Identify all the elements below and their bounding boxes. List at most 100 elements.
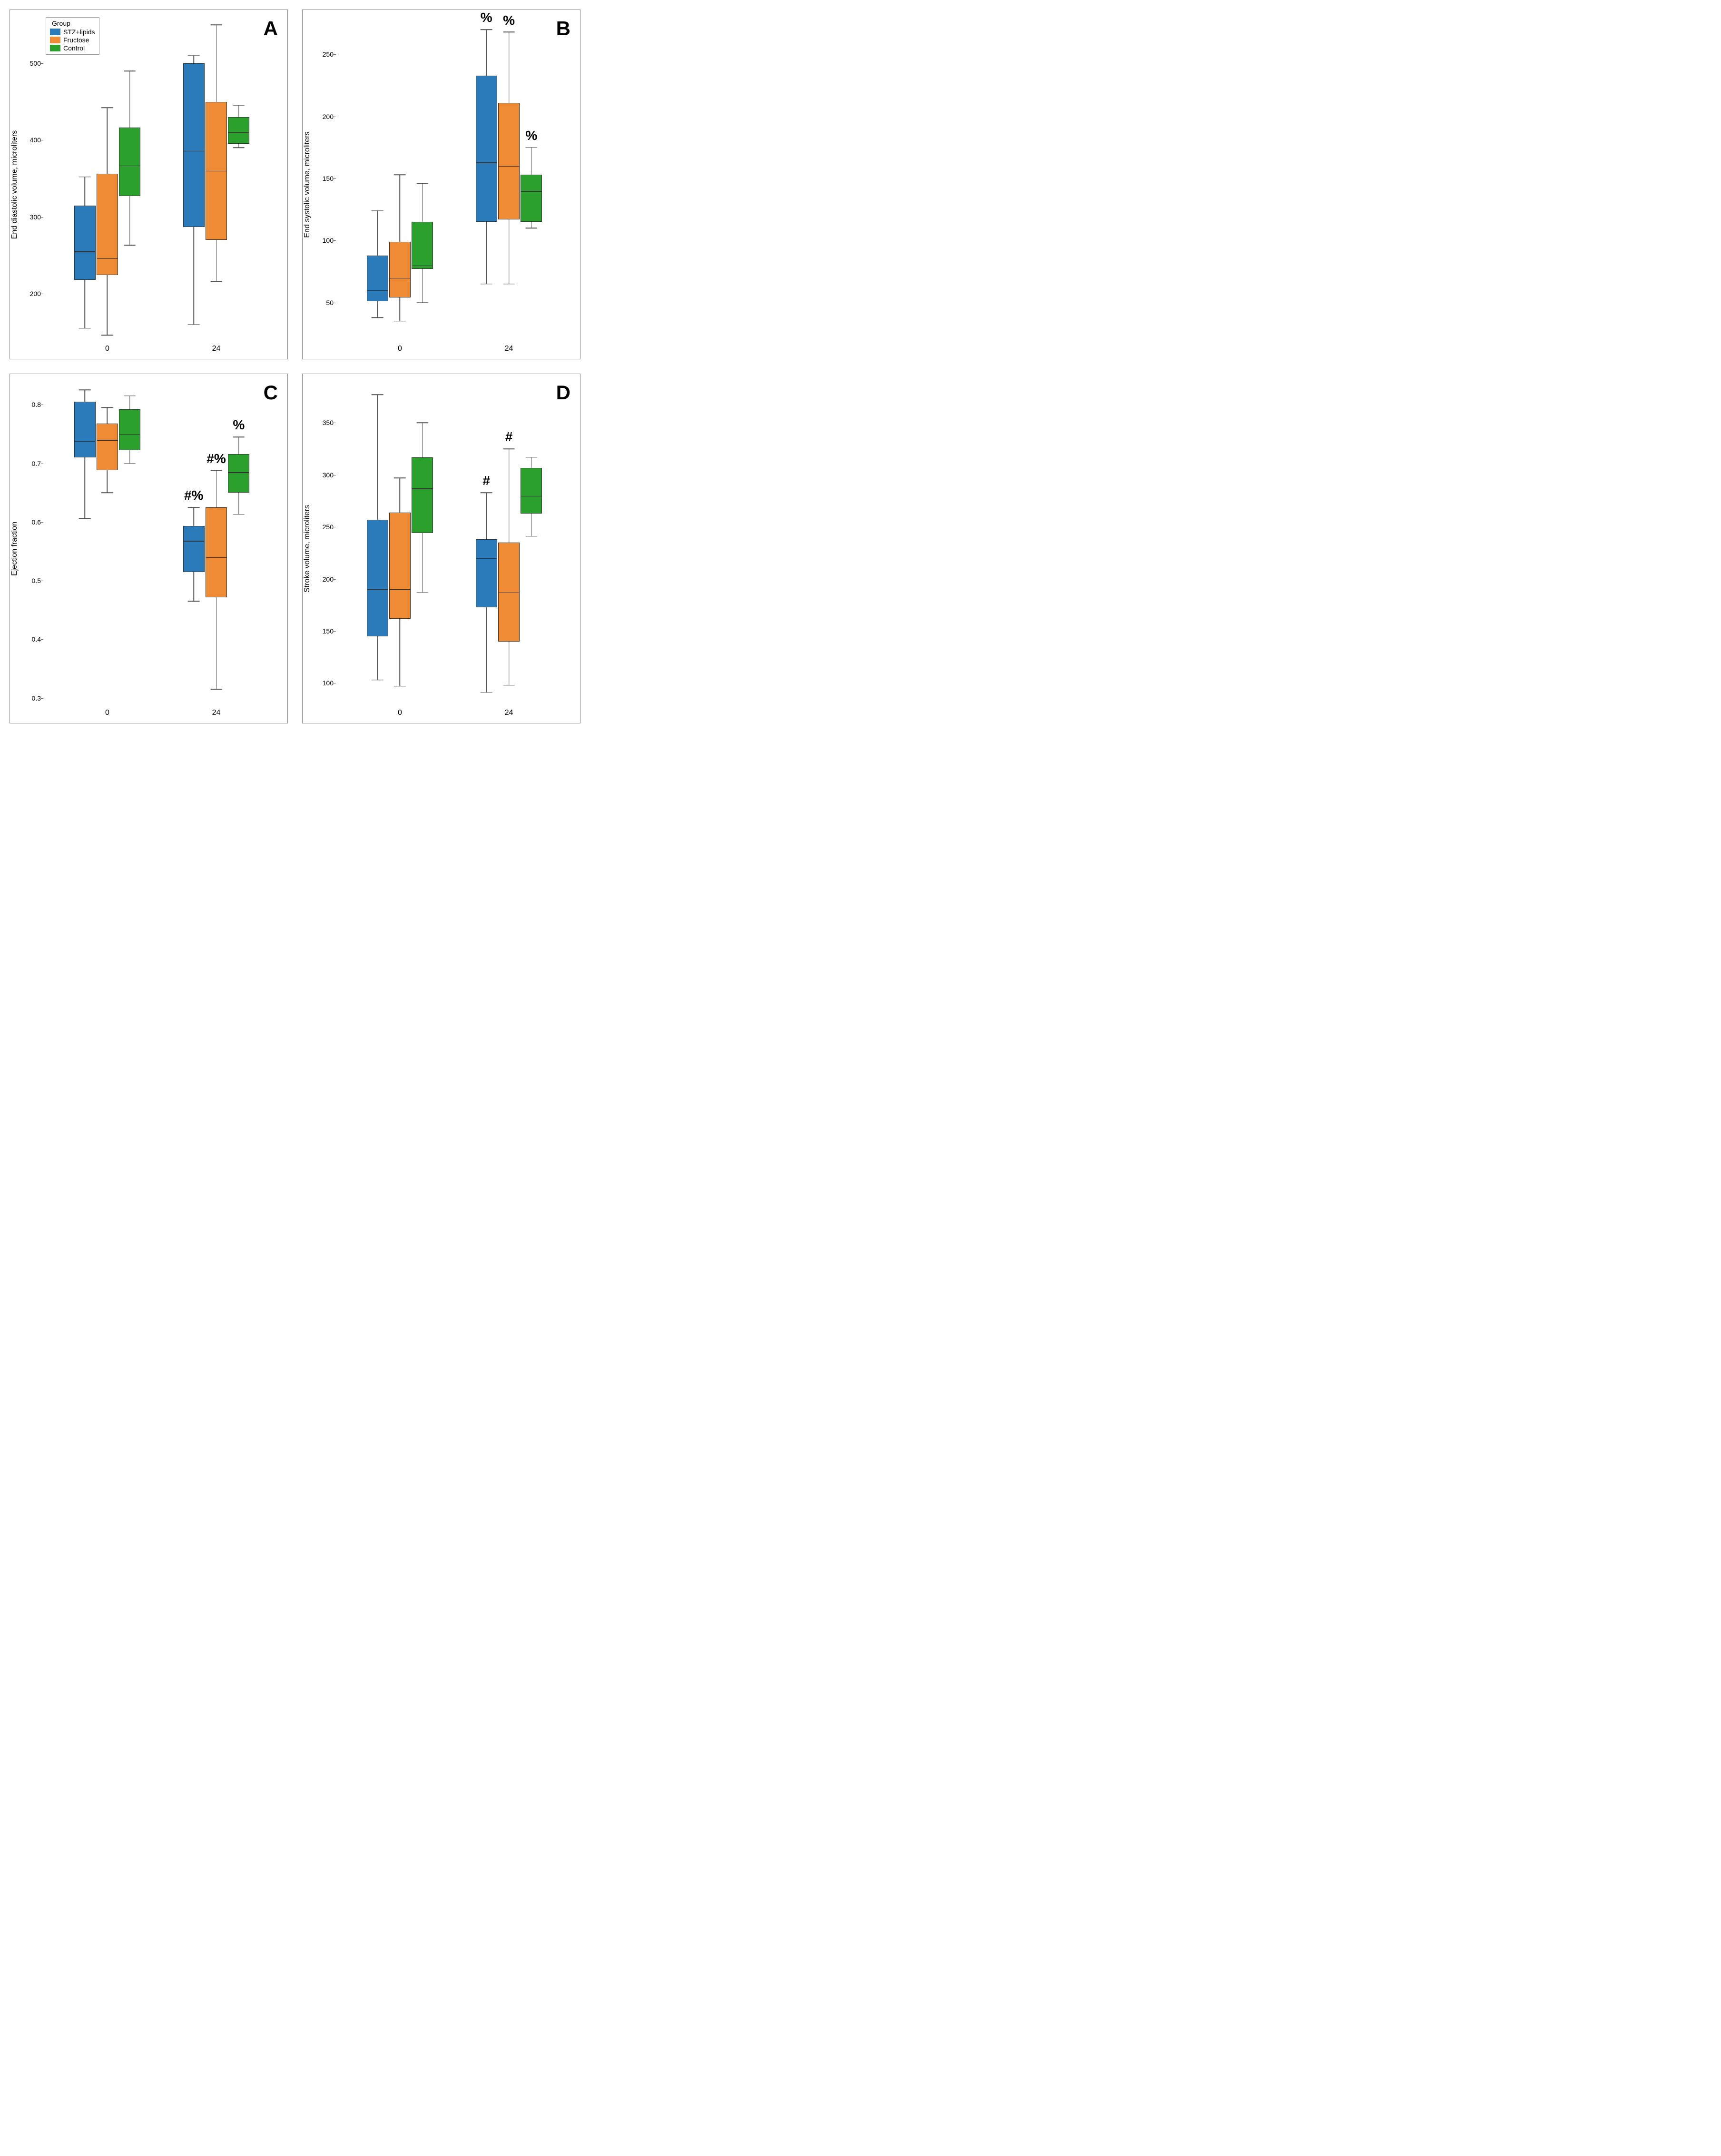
box [367,520,388,636]
panel-c: Ejection fraction0.30.40.50.60.70.8024#%… [10,374,288,723]
y-tick-label: 250 [317,50,334,58]
median-line [521,496,542,497]
y-tick-label: 300 [317,471,334,479]
y-tick-label: 350 [317,419,334,426]
x-tick-label: 24 [505,709,513,717]
box [521,468,542,514]
plot-area: 0.30.40.50.60.70.8024#%#%% [43,381,280,704]
legend-title: Group [52,20,95,27]
panel-letter: A [264,17,278,40]
plot-area: 200300400500024 [43,17,280,340]
median-line [412,488,433,489]
box [228,454,249,493]
y-tick-label: 400 [24,136,41,144]
median-line [228,132,249,133]
panel-a: End diastolic volume, microliters2003004… [10,10,288,359]
median-line [412,266,433,267]
legend-item: Control [50,44,95,52]
box [119,409,140,450]
significance-annotation: % [525,128,537,143]
y-tick-label: 0.7 [24,460,41,467]
median-line [97,258,118,259]
significance-annotation: % [481,10,492,25]
x-tick-label: 0 [105,709,109,717]
box [183,63,205,227]
legend: GroupSTZ+lipidsFructoseControl [46,17,99,55]
y-tick-label: 250 [317,523,334,531]
legend-swatch [50,37,60,43]
box [389,513,411,619]
box [521,175,542,222]
y-axis-label: Stroke volume, microliters [303,504,312,592]
panel-b: End systolic volume, microliters50100150… [302,10,580,359]
x-tick-label: 0 [398,345,402,353]
y-tick-label: 100 [317,237,334,244]
median-line [228,472,249,473]
panel-letter: B [556,17,570,40]
median-line [74,441,96,442]
y-tick-label: 150 [317,627,334,635]
median-line [206,557,227,558]
box [389,242,411,297]
legend-swatch [50,45,60,51]
panel-letter: D [556,381,570,404]
median-line [367,589,388,590]
legend-label: STZ+lipids [63,28,95,36]
y-axis-label: End diastolic volume, microliters [10,130,19,239]
median-line [521,191,542,192]
legend-label: Control [63,44,85,52]
box [183,526,205,572]
plot-area: 50100150200250024%%% [336,17,573,340]
y-tick-label: 300 [24,213,41,221]
median-line [476,558,497,559]
y-tick-label: 200 [317,575,334,583]
median-line [389,278,411,279]
legend-item: Fructose [50,36,95,44]
y-tick-label: 0.4 [24,635,41,643]
significance-annotation: #% [207,451,226,466]
box [228,117,249,144]
y-axis-label: Ejection fraction [10,522,19,576]
median-line [183,151,205,152]
y-tick-label: 200 [24,290,41,297]
y-tick-label: 0.6 [24,518,41,526]
box [97,174,118,275]
x-tick-label: 24 [505,345,513,353]
significance-annotation: % [503,13,515,28]
y-tick-label: 200 [317,113,334,120]
box [367,256,388,301]
median-line [389,589,411,590]
y-tick-label: 100 [317,679,334,687]
median-line [74,251,96,252]
y-tick-label: 150 [317,175,334,182]
median-line [476,162,497,163]
panel-letter: C [264,381,278,404]
box [206,507,227,597]
legend-item: STZ+lipids [50,28,95,36]
x-tick-label: 24 [212,709,221,717]
significance-annotation: # [505,429,513,445]
median-line [119,166,140,167]
y-tick-label: 50 [317,299,334,307]
box [476,539,497,607]
significance-annotation: % [233,417,245,433]
significance-annotation: # [482,473,490,488]
box [74,402,96,457]
x-tick-label: 0 [105,345,109,353]
legend-label: Fructose [63,36,89,44]
y-tick-label: 0.3 [24,694,41,702]
box [412,222,433,269]
panel-d: Stroke volume, microliters 100 150 200 250 30… [302,374,580,723]
y-axis-label: End systolic volume, microliters [303,131,312,237]
box [412,457,433,534]
box [498,543,520,642]
box [74,206,96,280]
y-tick-label: 500 [24,59,41,67]
median-line [119,434,140,435]
median-line [206,171,227,172]
box [476,76,497,222]
box [119,128,140,196]
median-line [183,541,205,542]
box [498,103,520,219]
median-line [97,440,118,441]
